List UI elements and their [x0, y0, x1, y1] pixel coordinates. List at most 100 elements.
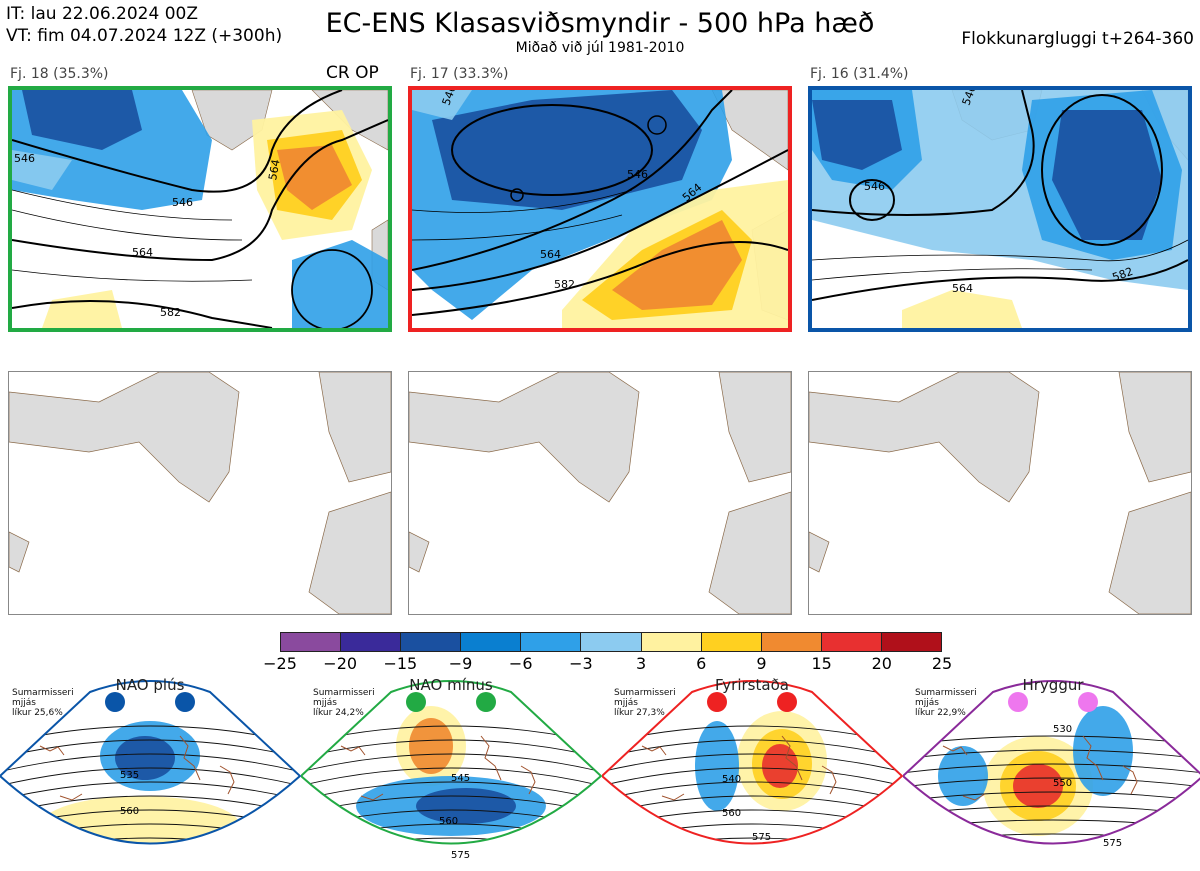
contour-label-564b: 564: [266, 158, 282, 181]
cluster-2-label: Fj. 17 (33.3%): [410, 66, 509, 82]
cluster-2-map: 546 564 582 564 546: [408, 86, 792, 332]
regime-panel: 535 560 NAO plús Sumarmisseri mjjás líkur 25,…: [0, 676, 301, 871]
regime-contour-label: 530: [1053, 724, 1072, 735]
regime-frame: [602, 680, 903, 845]
regime-contour-label: 540: [722, 774, 741, 785]
colorbar-tick-label: 20: [871, 654, 892, 673]
colorbar: [280, 632, 942, 652]
svg-text:564: 564: [540, 248, 561, 261]
regime-info: Sumarmisseri mjjás líkur 25,6%: [12, 688, 92, 718]
anomaly-light-west: [12, 150, 72, 190]
cluster-1-label: Fj. 18 (35.3%): [10, 66, 109, 82]
regime-info-line: mjjás: [614, 698, 638, 708]
colorbar-tick-label: 3: [635, 654, 647, 673]
valid-time: VT: fim 04.07.2024 12Z (+300h): [6, 26, 283, 46]
regime-info: Sumarmisseri mjjás líkur 24,2%: [313, 688, 393, 718]
regime-info-line: líkur 22,9%: [915, 708, 966, 718]
regime-panels: 535 560 NAO plús Sumarmisseri mjjás líkur 25,…: [0, 676, 1200, 871]
anomaly-pos-ridge-core: [277, 145, 352, 210]
colorbar-segment: [341, 633, 402, 651]
page-title: EC-ENS Klasasviðsmyndir - 500 hPa hæð: [325, 8, 875, 39]
regime-info-line: mjjás: [915, 698, 939, 708]
contour-582: [12, 299, 273, 328]
contour-label-582: 582: [160, 306, 181, 319]
regime-info: Sumarmisseri mjjás líkur 27,3%: [614, 688, 694, 718]
regime-name: Hryggur: [1022, 676, 1084, 694]
cluster-1-tag: CR OP: [326, 63, 379, 83]
regime-fan-map: 530 550 575: [903, 680, 1200, 849]
regime-indicator-dot: [175, 692, 195, 712]
regime-info-line: Sumarmisseri: [12, 688, 74, 698]
regime-panel: 530 550 575 Hryggur Sumarmisseri mjjás líkur 2…: [903, 676, 1200, 871]
cluster-1-map: 546 564 582 564 546: [8, 86, 392, 332]
colorbar-tick-label: −20: [323, 654, 358, 673]
regime-contour-label: 545: [451, 773, 470, 784]
colorbar-tick-label: 25: [931, 654, 953, 673]
regime-contour-label: 535: [120, 770, 139, 781]
regime-info-line: líkur 27,3%: [614, 708, 665, 718]
colorbar-labels: −25 −20 −15 −9 −6 −3 3 6 9 15 20 25: [260, 654, 960, 674]
regime-indicator-dot: [1008, 692, 1028, 712]
regime-indicator-dot: [1078, 692, 1098, 712]
anomaly-blob: [416, 788, 516, 824]
anomaly-blob: [115, 736, 175, 780]
colorbar-segment: [641, 633, 702, 651]
regime-info-line: Sumarmisseri: [915, 688, 977, 698]
colorbar-tick-label: −6: [508, 654, 533, 673]
cluster-2-anomaly-map: 546 564 582 564 546: [412, 90, 788, 328]
cluster-2-lower-map: [408, 371, 792, 615]
regime-fan-map: 540 560 575: [602, 680, 903, 845]
cluster-1-anomaly-map: 546 564 582 564 546: [12, 90, 388, 328]
regime-info-line: mjjás: [12, 698, 36, 708]
regime-panel: 545 560 575 NAO mínus Sumarmisseri mjjás líkur…: [301, 676, 602, 871]
colorbar-segment: [881, 633, 942, 651]
regime-indicator-dot: [406, 692, 426, 712]
classification-window: Flokkunargluggi t+264-360: [961, 29, 1194, 49]
cluster-1-lower-map: [8, 371, 392, 615]
colorbar-segment: [281, 633, 342, 651]
colorbar-tick-label: −25: [263, 654, 297, 673]
regime-contour-label: 575: [752, 832, 771, 843]
regime-contour-label: 560: [722, 808, 741, 819]
anomaly-pos-south: [42, 290, 122, 328]
contour-label-546: 546: [14, 152, 35, 165]
colorbar-tick-label: −15: [383, 654, 418, 673]
contour-546: [12, 90, 343, 193]
header-info: IT: lau 22.06.2024 00Z VT: fim 04.07.202…: [6, 3, 282, 47]
regime-fan-map: 535 560: [0, 680, 301, 845]
colorbar-segment: [701, 633, 762, 651]
cluster-3-map: 546 564 582 546: [808, 86, 1192, 332]
cluster-3-lower-map: [808, 371, 1192, 615]
colorbar-tick-label: 9: [756, 654, 767, 673]
contour-564: [12, 119, 388, 262]
regime-info-line: Sumarmisseri: [313, 688, 375, 698]
colorbar-tick-label: 15: [811, 654, 832, 673]
regime-info-line: Sumarmisseri: [614, 688, 676, 698]
regime-info-line: mjjás: [313, 698, 337, 708]
regime-contour-label: 575: [1103, 838, 1122, 849]
colorbar-tick-label: 6: [696, 654, 707, 673]
svg-text:546: 546: [864, 180, 885, 193]
regime-indicator-dot: [707, 692, 727, 712]
regime-panel: 540 560 575 Fyrirstaða Sumarmisseri mjjás líku…: [602, 676, 903, 871]
colorbar-tick-label: −3: [569, 654, 593, 673]
svg-text:564: 564: [952, 282, 973, 295]
colorbar-segment: [821, 633, 882, 651]
regime-name: NAO mínus: [409, 676, 493, 694]
svg-text:546: 546: [627, 168, 648, 181]
anomaly-blob: [695, 721, 739, 811]
cluster-3-anomaly-map: 546 564 582 546: [812, 90, 1188, 328]
contour-label-564: 564: [132, 246, 153, 259]
anomaly-blob: [762, 744, 798, 788]
anomaly-neg-east: [292, 240, 388, 328]
regime-name: NAO plús: [115, 676, 185, 694]
regime-indicator-dot: [476, 692, 496, 712]
regime-contour-label: 575: [451, 850, 470, 861]
regime-info-line: líkur 24,2%: [313, 708, 364, 718]
anomaly-blob: [1013, 764, 1063, 808]
page-subtitle: Miðað við júl 1981-2010: [515, 40, 685, 56]
colorbar-segment: [581, 633, 642, 651]
colorbar-segment: [521, 633, 582, 651]
anomaly-blob: [938, 746, 988, 806]
regime-frame: [0, 680, 301, 845]
